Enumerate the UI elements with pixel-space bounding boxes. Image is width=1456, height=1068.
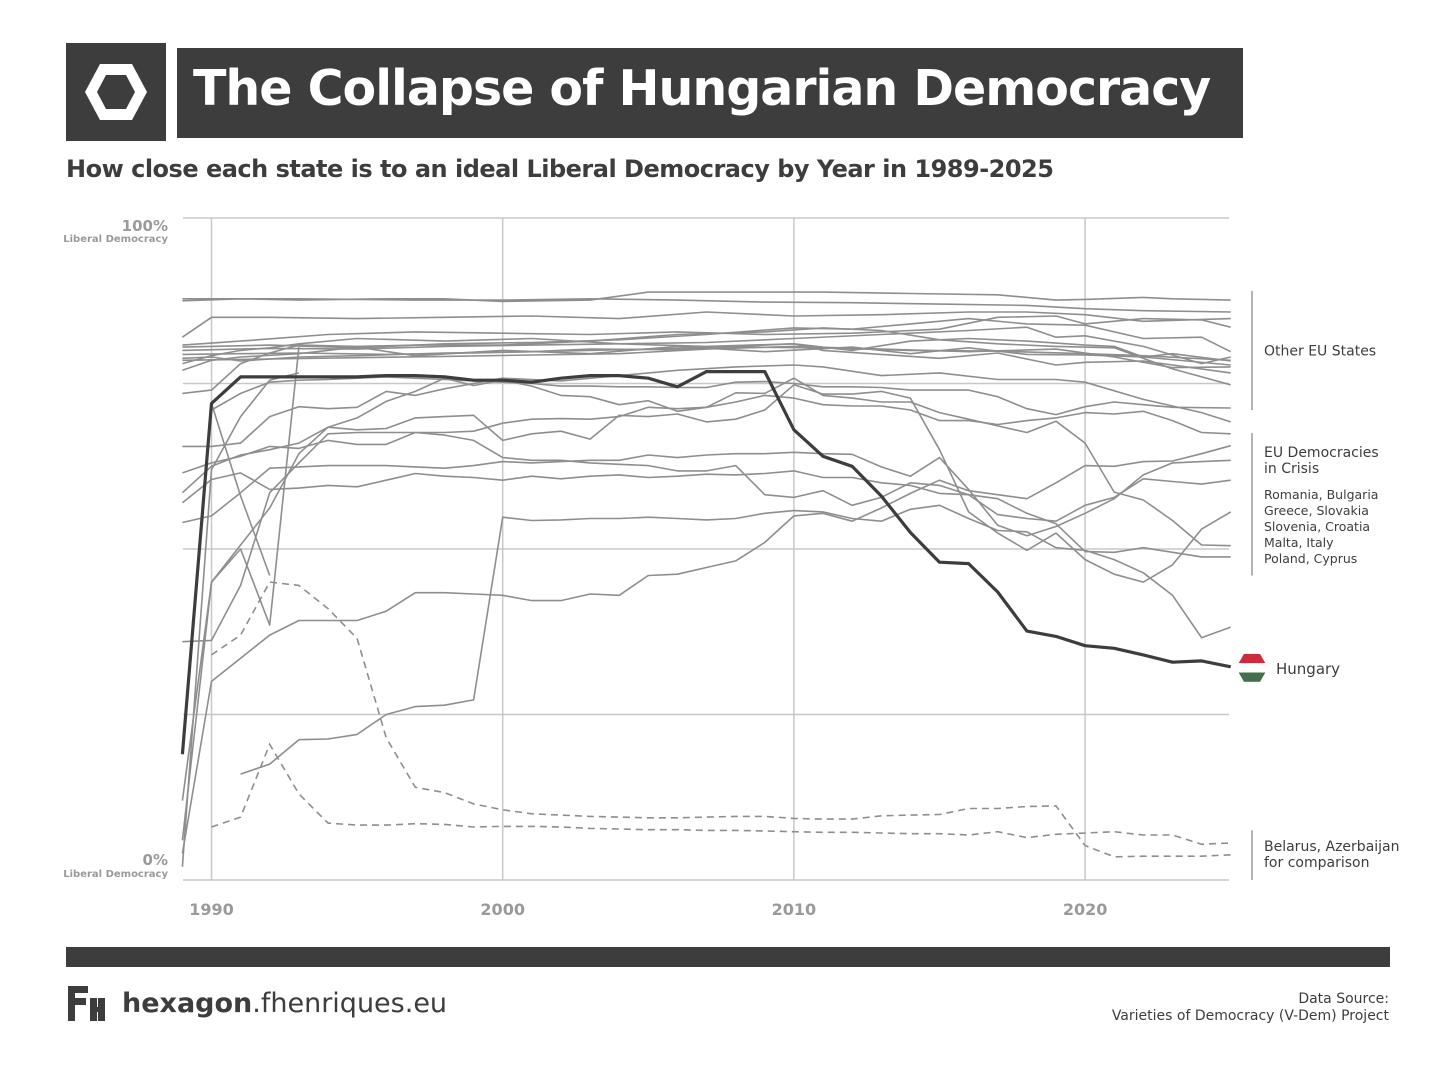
eu-series-line — [182, 345, 1231, 372]
x-tick-label: 1990 — [189, 900, 234, 919]
comparison-series-line — [211, 581, 1231, 858]
hexagon-outline-icon — [85, 64, 147, 120]
y-axis-top-sublabel: Liberal Democracy — [63, 234, 168, 245]
hungary-label: Hungary — [1276, 660, 1340, 678]
brand-url: hexagon.fhenriques.eu — [122, 988, 447, 1019]
data-source: Data Source: Varieties of Democracy (V-D… — [1112, 991, 1389, 1025]
eu-series-line — [181, 384, 1232, 841]
group-label: for comparison — [1264, 855, 1369, 871]
eu-series-line — [182, 327, 1231, 395]
page-subtitle: How close each state is to an ideal Libe… — [66, 155, 1054, 183]
eu-series-line — [240, 504, 1231, 775]
x-tick-label: 2010 — [772, 900, 817, 919]
eu-series-line — [181, 470, 1231, 522]
eu-series-line — [182, 337, 1231, 374]
eu-series-line — [182, 394, 1231, 474]
eu-series-line — [182, 451, 1231, 537]
logo-box — [66, 43, 166, 141]
group-label: in Crisis — [1264, 461, 1319, 477]
source-name: Varieties of Democracy (V-Dem) Project — [1111, 1008, 1389, 1024]
eu-series-line — [181, 347, 300, 801]
group-detail: Slovenia, Croatia — [1264, 519, 1370, 534]
group-detail: Greece, Slovakia — [1264, 503, 1369, 518]
eu-series-line — [211, 376, 1231, 416]
page-title: The Collapse of Hungarian Democracy — [193, 60, 1211, 117]
group-detail: Malta, Italy — [1264, 535, 1334, 550]
y-axis-bottom-sublabel: Liberal Democracy — [63, 869, 168, 880]
y-axis-bottom-label: 0% — [143, 851, 168, 869]
hungary-flag-hexagon-icon — [1236, 653, 1268, 682]
eu-series-line — [210, 403, 271, 576]
fh-monogram-icon — [68, 986, 105, 1021]
eu-series-line — [182, 298, 1231, 313]
x-tick-label: 2000 — [480, 900, 525, 919]
group-label: Other EU States — [1264, 343, 1376, 359]
eu-series-line — [182, 431, 1231, 643]
source-label: Data Source: — [1298, 991, 1389, 1007]
brand-name: hexagon — [122, 988, 253, 1019]
group-detail: Poland, Cyprus — [1264, 551, 1357, 566]
x-tick-label: 2020 — [1063, 900, 1108, 919]
brand-domain: .fhenriques.eu — [252, 988, 448, 1019]
hungary-series-line — [180, 370, 1232, 755]
footer-bar — [66, 947, 1390, 967]
eu-series-line — [181, 311, 1231, 338]
group-detail: Romania, Bulgaria — [1264, 487, 1378, 502]
eu-series-line — [182, 315, 1231, 346]
eu-series-line — [182, 326, 1231, 365]
y-axis-top-label: 100% — [122, 217, 168, 235]
group-label: Belarus, Azerbaijan — [1264, 839, 1400, 855]
comparison-series-line — [211, 742, 1231, 846]
eu-series-line — [181, 444, 1231, 854]
title-banner: The Collapse of Hungarian Democracy — [177, 48, 1243, 138]
group-label: EU Democracies — [1264, 445, 1379, 461]
